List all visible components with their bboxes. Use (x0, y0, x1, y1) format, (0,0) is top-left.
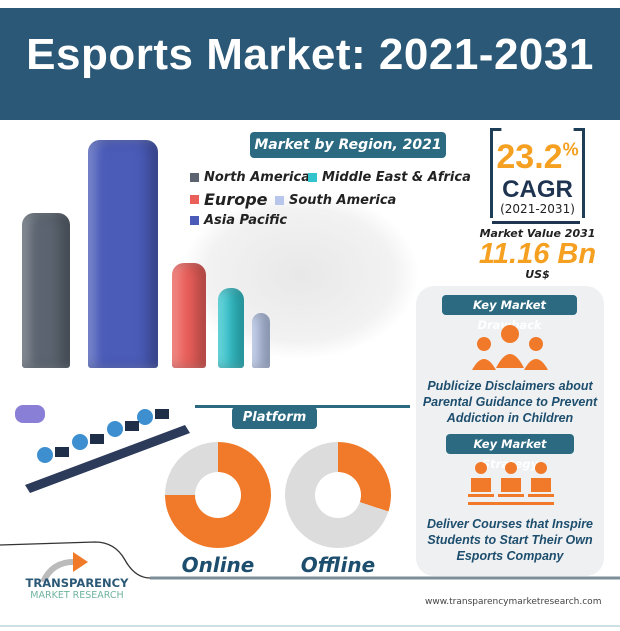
market-value: 11.16 Bn (478, 238, 597, 270)
bar-north-america (22, 212, 70, 368)
legend-swatch (308, 173, 317, 182)
drawback-heading: Key Market Drawback (442, 295, 577, 332)
legend-swatch (275, 196, 284, 205)
legend-item: Asia Pacific (190, 213, 287, 228)
strategy-heading: Key Market Strategy (446, 434, 574, 471)
online-label: Online (181, 553, 255, 577)
offline-label: Offline (300, 553, 376, 577)
cagr-period: (2021-2031) (500, 202, 575, 216)
logo-arrow-icon (40, 552, 88, 584)
donut-hole (195, 472, 241, 518)
legend-label: South America (289, 193, 397, 208)
legend-item: South America (275, 193, 396, 208)
logo-line1: TRANSPARENCY (25, 576, 129, 590)
bottom-rule (0, 625, 620, 627)
platform-rule (195, 405, 410, 408)
page-title: Esports Market: 2021-2031 (26, 30, 594, 79)
donut-hole (315, 472, 361, 518)
bar-middle-east-africa (218, 288, 244, 368)
legend-item: Middle East & Africa (308, 170, 471, 185)
bar-south-america (252, 313, 270, 368)
logo-line2: MARKET RESEARCH (30, 590, 124, 601)
currency: US$ (525, 268, 550, 281)
legend-label: Asia Pacific (204, 213, 288, 228)
bar-asia-pacific (88, 140, 158, 368)
legend-swatch (190, 173, 199, 182)
cagr-value: 23.2% (470, 138, 605, 177)
footer-curve (0, 541, 620, 580)
group-people-icon (472, 325, 548, 370)
legend-label: North America (204, 170, 310, 185)
cagr-number: 23.2 (496, 138, 563, 176)
region-heading: Market by Region, 2021 (250, 132, 446, 158)
legend-label: Europe (204, 190, 268, 209)
header-band (0, 8, 620, 120)
legend-label: Middle East & Africa (322, 170, 471, 185)
legend-item: North America (190, 170, 310, 185)
strategy-text: Deliver Courses that Inspire Students to… (426, 517, 594, 563)
students-computer-icon (468, 462, 554, 505)
drawback-text: Publicize Disclaimers about Parental Gui… (422, 379, 598, 425)
divider (492, 221, 580, 224)
percent-sign: % (562, 139, 579, 160)
legend-item: Europe (190, 190, 268, 209)
platform-heading: Platform (232, 407, 317, 429)
bar-europe (172, 263, 206, 368)
market-value-label: Market Value 2031 (479, 227, 596, 240)
gamers-illustration (15, 405, 190, 493)
legend-swatch (190, 195, 199, 204)
cagr-label: CAGR (502, 176, 573, 203)
legend-swatch (190, 216, 199, 225)
website-link[interactable]: www.transparencymarketresearch.com (425, 597, 602, 607)
